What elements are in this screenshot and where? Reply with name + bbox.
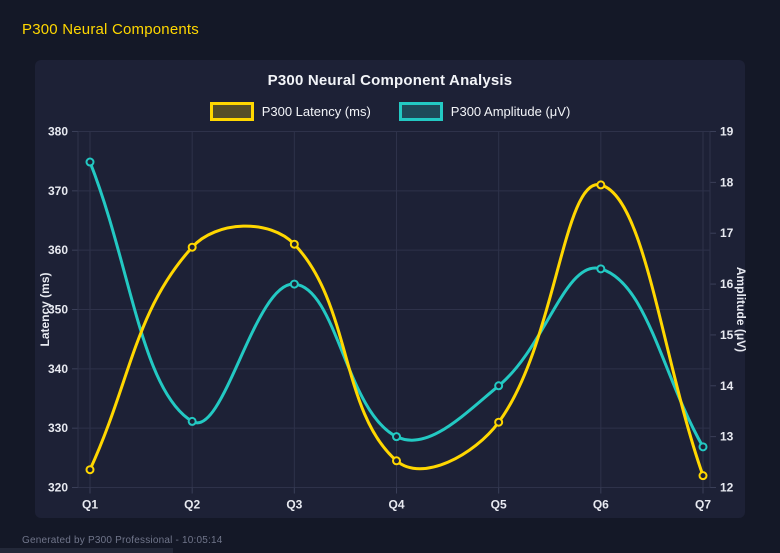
chart-legend: P300 Latency (ms) P300 Amplitude (μV) xyxy=(35,100,745,122)
left-tick-label: 380 xyxy=(48,125,68,139)
legend-swatch-icon xyxy=(398,101,443,121)
legend-label: P300 Amplitude (μV) xyxy=(450,103,571,119)
series-point-0 xyxy=(289,239,299,249)
left-axis-title: Latency (ms) xyxy=(38,272,52,346)
left-tick-label: 320 xyxy=(48,481,68,495)
legend-label: P300 Latency (ms) xyxy=(261,103,371,119)
series-point-1 xyxy=(289,279,299,289)
series-point-1 xyxy=(494,381,504,391)
right-tick-label: 17 xyxy=(720,226,734,240)
series-point-0 xyxy=(596,180,606,190)
page-title: P300 Neural Components xyxy=(22,21,200,38)
right-tick-label: 19 xyxy=(720,125,734,139)
left-tick-label: 350 xyxy=(48,303,68,317)
series-point-0 xyxy=(187,242,197,252)
chart-title: P300 Neural Component Analysis xyxy=(267,72,513,89)
left-tick-label: 330 xyxy=(48,421,68,435)
x-tick-label: Q7 xyxy=(695,498,711,512)
legend-item-0[interactable]: P300 Latency (ms) xyxy=(209,101,371,121)
right-tick-label: 12 xyxy=(720,481,734,495)
right-tick-label: 13 xyxy=(720,430,734,444)
bottom-strip xyxy=(0,548,173,553)
right-tick-label: 14 xyxy=(720,379,734,393)
x-tick-label: Q4 xyxy=(388,498,404,512)
footer-text: Generated by P300 Professional - 10:05:1… xyxy=(22,535,223,546)
x-tick-label: Q3 xyxy=(286,498,302,512)
x-tick-label: Q5 xyxy=(491,498,507,512)
left-tick-label: 370 xyxy=(48,184,68,198)
x-tick-label: Q2 xyxy=(184,498,200,512)
right-tick-label: 15 xyxy=(720,328,734,342)
legend-item-1[interactable]: P300 Amplitude (μV) xyxy=(398,101,571,121)
series-point-0 xyxy=(698,471,708,481)
x-tick-label: Q1 xyxy=(82,498,98,512)
right-tick-label: 18 xyxy=(720,175,734,189)
chart-canvas[interactable]: 380 370 360 350 340 330 320 19 18 17 16 15 14 13 12 Q1 Q… xyxy=(35,120,748,518)
left-tick-label: 360 xyxy=(48,243,68,257)
series-point-1 xyxy=(596,264,606,274)
series-point-1 xyxy=(187,416,197,426)
series-point-0 xyxy=(85,465,95,475)
x-tick-label: Q6 xyxy=(593,498,609,512)
right-axis-title: Amplitude (μV) xyxy=(734,267,748,352)
series-point-0 xyxy=(494,417,504,427)
legend-swatch-icon xyxy=(209,101,254,121)
series-point-1 xyxy=(698,442,708,452)
series-point-1 xyxy=(85,157,95,167)
series-point-1 xyxy=(392,432,401,442)
right-tick-label: 16 xyxy=(720,277,734,291)
series-point-0 xyxy=(392,456,401,466)
left-tick-label: 340 xyxy=(48,362,68,376)
chart-panel: P300 Neural Component Analysis P300 Late… xyxy=(35,60,748,518)
